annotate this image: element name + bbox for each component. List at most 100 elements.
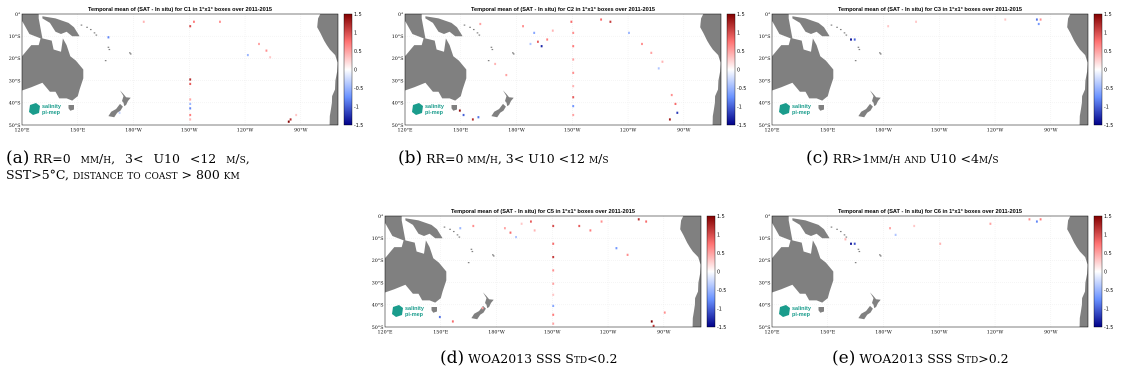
y-tick-label: 0° [398, 12, 403, 18]
y-tick-label: 20°S [759, 56, 771, 62]
data-cell [189, 118, 192, 121]
colorbar-tick-label: 0 [1104, 269, 1107, 275]
caption-label: (b) [398, 148, 423, 168]
colorbar-tick-label: -1 [717, 306, 722, 312]
y-tick-label: 0° [765, 214, 770, 220]
data-cell [889, 227, 891, 230]
caption-label: (c) [806, 148, 829, 168]
data-cell [650, 51, 653, 54]
y-tick-label: 20°S [9, 56, 21, 62]
australia-land [385, 216, 447, 303]
y-tick-label: 10°S [392, 34, 404, 40]
map-svg: Temporal mean of (SAT - In situ) for C6 … [759, 209, 1114, 336]
caption-text: RR=0 mm/h, 3< U10 <12 m/s [426, 151, 609, 166]
island [857, 248, 860, 250]
island [89, 28, 92, 31]
data-cell [939, 242, 942, 245]
map-frame [21, 13, 339, 126]
data-cell [503, 227, 506, 230]
x-tick-label: 120°E [14, 128, 30, 134]
x-tick-label: 150°W [564, 128, 581, 134]
caption-label: (e) [832, 348, 856, 368]
x-tick-label: 90°W [657, 330, 671, 336]
data-cell [572, 85, 575, 88]
y-tick-label: 40°S [392, 101, 404, 107]
data-cell [572, 105, 575, 108]
nz-north-land [120, 90, 131, 107]
map-panel-c2: Temporal mean of (SAT - In situ) for C2 … [383, 4, 758, 134]
data-cell [189, 102, 192, 106]
data-cell [462, 113, 465, 117]
caption-label: (d) [440, 348, 465, 368]
logo-text: salinity [42, 104, 62, 110]
data-cell [572, 113, 575, 117]
island [452, 230, 455, 233]
data-cell [107, 36, 110, 39]
tasmania-land [818, 307, 824, 313]
data-cell [578, 224, 581, 228]
island [490, 46, 493, 48]
data-cell [626, 253, 629, 256]
island [469, 26, 471, 28]
map-title: Temporal mean of (SAT - In situ) for C5 … [451, 209, 635, 215]
data-cell [189, 25, 192, 28]
island [854, 60, 857, 62]
nz-south-land [858, 305, 873, 320]
island [80, 24, 83, 26]
colorbar-tick-label: 1.5 [1104, 214, 1112, 220]
x-tick-label: 120°E [397, 128, 413, 134]
colorbar-tick-label: 0 [354, 67, 357, 73]
data-cell [189, 78, 192, 81]
data-cell [287, 120, 290, 123]
data-cell [650, 320, 653, 323]
data-cell [887, 25, 890, 28]
data-cell [676, 111, 679, 114]
map-panel-c3: Temporal mean of (SAT - In situ) for C3 … [750, 4, 1125, 134]
data-cell [458, 109, 461, 112]
x-tick-label: 90°W [294, 128, 308, 134]
data-cell [219, 20, 221, 23]
colorbar [726, 13, 736, 126]
data-cell [609, 20, 612, 23]
island [472, 28, 475, 31]
nz-north-land [870, 90, 881, 107]
data-cell [189, 107, 192, 110]
data-cell [529, 42, 532, 46]
x-tick-label: 90°W [677, 128, 691, 134]
x-tick-label: 120°W [987, 128, 1004, 134]
data-cell [844, 238, 847, 241]
caption-c: (c) RR>1mm/h and U10 <4m/s [806, 150, 1126, 167]
y-tick-label: 40°S [372, 303, 384, 309]
data-cell [670, 93, 673, 97]
x-tick-label: 150°W [181, 128, 198, 134]
tasmania-land [431, 307, 437, 313]
colorbar-tick-label: -1 [1104, 306, 1109, 312]
colorbar-tick-label: -0.5 [1104, 288, 1113, 294]
data-cell [1004, 18, 1007, 21]
data-cell [509, 231, 512, 234]
x-tick-label: 180°W [875, 128, 892, 134]
map-panel-c6: Temporal mean of (SAT - In situ) for C6 … [750, 206, 1125, 336]
data-cell [529, 220, 532, 223]
data-cell [600, 220, 603, 223]
island [843, 32, 846, 34]
y-tick-label: 20°S [392, 56, 404, 62]
data-cell [668, 118, 671, 121]
data-cell [570, 20, 573, 23]
y-tick-label: 50°S [9, 123, 21, 129]
island [839, 230, 842, 233]
data-cell [479, 22, 482, 26]
data-cell [853, 242, 856, 245]
data-cell [533, 229, 536, 232]
data-cell [481, 307, 484, 310]
map-frame [771, 13, 1089, 126]
data-cell [451, 320, 454, 323]
island [845, 236, 848, 238]
island [879, 52, 881, 54]
logo-icon [29, 103, 40, 115]
data-cell [522, 25, 524, 28]
y-tick-label: 10°S [372, 236, 384, 242]
colorbar [1093, 215, 1103, 328]
